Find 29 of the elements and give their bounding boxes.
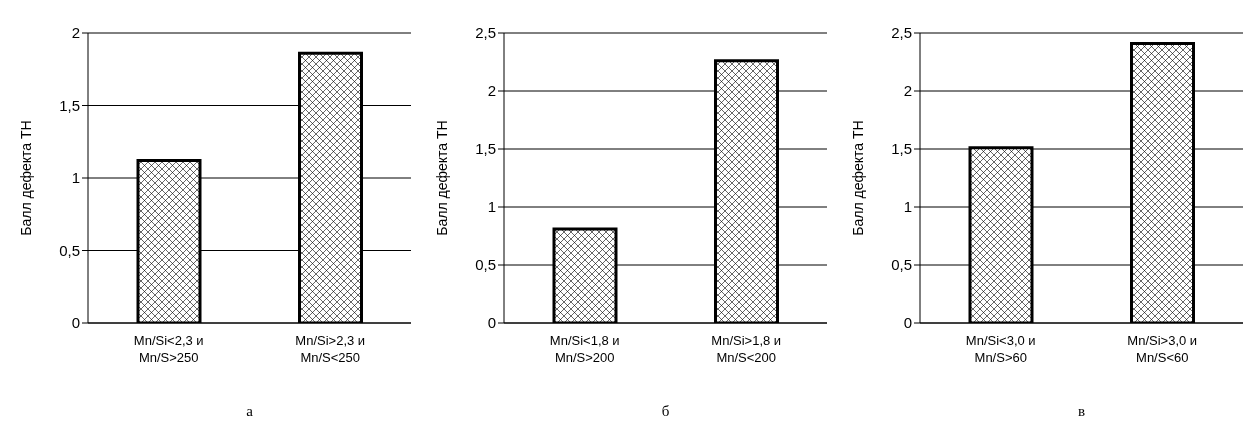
x-axis-title: б bbox=[661, 403, 670, 419]
y-tick-label: 2 bbox=[903, 82, 912, 100]
y-tick-label: 2,5 bbox=[475, 24, 496, 42]
y-tick-label: 2,5 bbox=[891, 24, 912, 42]
y-tick-label: 1 bbox=[487, 198, 496, 216]
y-axis-title: Балл дефекта ТН bbox=[433, 120, 450, 236]
y-tick-label: 1,5 bbox=[475, 140, 496, 158]
y-tick-label: 0 bbox=[71, 314, 80, 332]
x-tick-label: Mn/Si<1,8 и Mn/S>200 bbox=[549, 333, 620, 365]
x-axis-title: в bbox=[1077, 403, 1086, 419]
y-tick-label: 0,5 bbox=[59, 241, 80, 259]
y-tick-label: 2 bbox=[487, 82, 496, 100]
y-tick-label: 0 bbox=[903, 314, 912, 332]
y-axis-title: Балл дефекта ТН bbox=[17, 120, 34, 236]
y-tick-label: 2 bbox=[71, 24, 80, 42]
y-tick-label: 1,5 bbox=[59, 96, 80, 114]
y-axis-title: Балл дефекта ТН bbox=[849, 120, 866, 236]
x-tick-label: Mn/Si>3,0 и Mn/S<60 bbox=[1127, 333, 1198, 365]
x-tick-label: Mn/Si<2,3 и Mn/S>250 bbox=[133, 333, 204, 365]
y-tick-label: 0,5 bbox=[891, 256, 912, 274]
x-tick-label: Mn/Si>2,3 и Mn/S<250 bbox=[295, 333, 366, 365]
x-axis-title: а bbox=[246, 403, 254, 419]
y-tick-label: 1 bbox=[71, 169, 80, 187]
y-tick-label: 1,5 bbox=[891, 140, 912, 158]
y-tick-label: 0,5 bbox=[475, 256, 496, 274]
x-tick-label: Mn/Si<3,0 и Mn/S>60 bbox=[965, 333, 1036, 365]
y-tick-label: 0 bbox=[487, 314, 496, 332]
y-tick-label: 1 bbox=[903, 198, 912, 216]
x-tick-label: Mn/Si>1,8 и Mn/S<200 bbox=[711, 333, 782, 365]
